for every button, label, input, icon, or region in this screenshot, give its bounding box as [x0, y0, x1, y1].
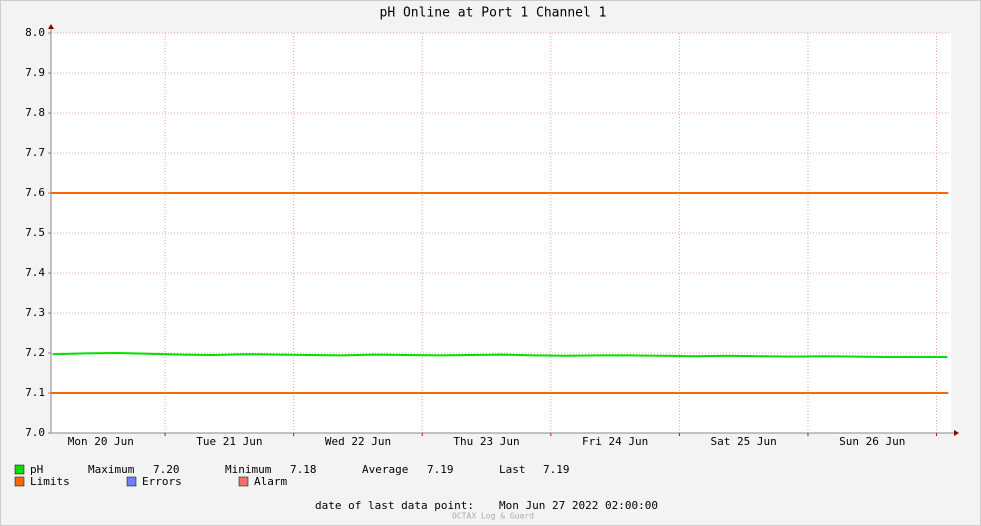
- x-tick-label: Sun 26 Jun: [839, 435, 905, 448]
- y-tick-label: 7.2: [25, 346, 45, 359]
- stat-label: Average: [362, 463, 408, 476]
- stat-value: 7.19: [543, 463, 570, 476]
- watermark: OCTAX Log & Guard: [452, 512, 534, 521]
- footer-label: date of last data point:: [315, 499, 474, 512]
- data-line: [52, 351, 948, 358]
- y-tick-label: 7.1: [25, 386, 45, 399]
- legend-swatch: [14, 464, 25, 475]
- y-tick-label: 8.0: [25, 26, 45, 39]
- stat-label: Last: [499, 463, 526, 476]
- legend-label: Limits: [30, 475, 70, 488]
- chart-title: pH Online at Port 1 Channel 1: [380, 6, 607, 21]
- legend-label: Errors: [142, 475, 182, 488]
- y-tick-label: 7.0: [25, 426, 45, 439]
- legend-swatch: [126, 476, 137, 487]
- y-axis-arrow: [48, 24, 54, 29]
- y-tick-label: 7.8: [25, 106, 45, 119]
- x-tick-label: Wed 22 Jun: [325, 435, 391, 448]
- legend-label: Alarm: [254, 475, 287, 488]
- stat-value: 7.18: [290, 463, 317, 476]
- y-tick-label: 7.4: [25, 266, 45, 279]
- y-tick-label: 7.5: [25, 226, 45, 239]
- y-tick-label: 7.3: [25, 306, 45, 319]
- stat-value: 7.19: [427, 463, 454, 476]
- y-tick-label: 7.6: [25, 186, 45, 199]
- y-tick-label: 7.9: [25, 66, 45, 79]
- stat-label: Minimum: [225, 463, 272, 476]
- y-tick-label: 7.7: [25, 146, 45, 159]
- x-tick-label: Tue 21 Jun: [196, 435, 262, 448]
- x-tick-label: Thu 23 Jun: [453, 435, 519, 448]
- x-axis-arrow: [954, 430, 959, 436]
- legend-label: pH: [30, 463, 43, 476]
- x-tick-label: Sat 25 Jun: [711, 435, 777, 448]
- x-tick-label: Mon 20 Jun: [68, 435, 134, 448]
- stat-value: 7.20: [153, 463, 180, 476]
- footer-value: Mon Jun 27 2022 02:00:00: [499, 499, 658, 512]
- stat-label: Maximum: [88, 463, 135, 476]
- legend-swatch: [238, 476, 249, 487]
- x-tick-label: Fri 24 Jun: [582, 435, 648, 448]
- legend-swatch: [14, 476, 25, 487]
